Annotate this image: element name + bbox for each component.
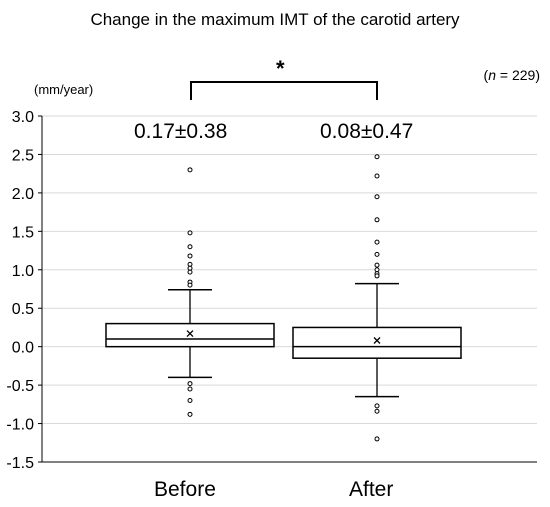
y-tick-label: -0.5 [6,378,34,395]
outlier-point [187,386,193,392]
outlier-point [374,173,380,179]
outlier-point [374,262,380,268]
stat-label-after: 0.08±0.47 [320,120,414,143]
outlier-point [187,230,193,236]
sample-size-label: (n = 229) [483,67,540,83]
significance-marker: * [276,56,285,81]
outlier-point [374,239,380,245]
y-axis-label: (mm/year) [34,82,94,97]
category-label-before: Before [154,478,216,501]
significance-bracket [190,81,378,100]
outlier-point [187,411,193,417]
outlier-point [187,381,193,387]
y-tick-label: 2.0 [12,186,34,203]
n-value: = 229 [499,67,536,83]
outlier-point [187,253,193,259]
iqr-box [105,322,275,348]
y-tick-labels: 3.0 2.5 2.0 1.5 1.0 0.5 0.0 -0.5 -1.0 -1.5 [6,109,34,472]
box-after [292,154,462,442]
y-tick-label: 0.5 [12,301,34,318]
mean-marker [373,337,381,344]
n-symbol: n [488,67,496,83]
y-tick-label: 1.5 [12,224,34,241]
y-tick-label: -1.5 [6,455,34,472]
y-tick-label: -1.0 [6,417,34,434]
mean-marker [186,330,194,338]
y-tick-label: 1.0 [12,263,34,280]
outlier-point [187,244,193,250]
outlier-point [374,273,380,279]
outlier-point [187,269,193,275]
outlier-point [374,403,380,409]
outlier-point [374,436,380,442]
y-tick-label: 0.0 [12,340,34,357]
outlier-point [374,251,380,257]
outlier-point [374,194,380,200]
iqr-box [292,326,462,359]
outlier-point [187,397,193,403]
chart-title: Change in the maximum IMT of the carotid… [90,10,460,29]
box-before [105,167,275,417]
outlier-point [187,167,193,173]
y-axis [38,115,537,463]
outlier-point [374,408,380,414]
y-tick-label: 2.5 [12,147,34,164]
stat-label-before: 0.17±0.38 [134,120,228,143]
category-label-after: After [349,478,394,501]
outlier-point [187,282,193,288]
boxes [105,154,462,442]
grid-lines [42,115,537,425]
outlier-point [374,154,380,160]
outlier-point [374,217,380,223]
y-tick-label: 3.0 [12,109,34,126]
bracket-line [190,81,378,100]
